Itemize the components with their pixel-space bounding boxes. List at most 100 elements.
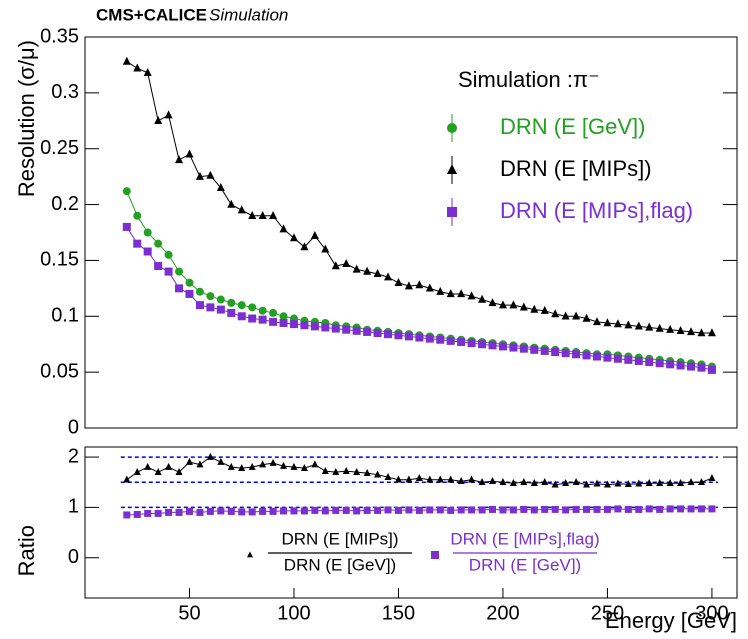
marker xyxy=(122,56,131,65)
marker xyxy=(331,261,340,270)
marker xyxy=(436,286,445,295)
y-tick-label: 0.2 xyxy=(51,193,79,215)
marker xyxy=(582,351,591,360)
marker xyxy=(562,479,570,487)
marker xyxy=(572,350,581,359)
y-tick-label: 1 xyxy=(68,496,79,518)
marker xyxy=(175,155,184,164)
marker xyxy=(687,505,695,513)
marker xyxy=(541,505,549,513)
y-axis-label: Resolution (σ/μ) xyxy=(14,40,39,197)
marker xyxy=(154,509,162,517)
marker xyxy=(196,508,204,516)
x-tick-label: 300 xyxy=(695,602,728,624)
marker xyxy=(143,228,152,237)
marker xyxy=(572,311,581,320)
marker xyxy=(342,506,350,514)
marker xyxy=(164,267,173,276)
marker xyxy=(436,506,444,514)
marker xyxy=(708,505,716,513)
marker xyxy=(624,320,633,329)
marker xyxy=(697,478,705,486)
marker xyxy=(321,244,330,253)
marker xyxy=(457,506,465,514)
marker xyxy=(165,462,173,470)
marker xyxy=(634,321,643,330)
marker xyxy=(551,480,559,488)
marker xyxy=(593,505,601,513)
marker xyxy=(332,506,340,514)
marker xyxy=(310,231,319,240)
legend-denominator: DRN (E [GeV]) xyxy=(469,555,581,574)
legend-denominator: DRN (E [GeV]) xyxy=(284,555,396,574)
marker xyxy=(551,505,559,513)
marker xyxy=(509,343,518,352)
marker xyxy=(133,211,142,220)
chart-subtitle: Simulation xyxy=(209,5,288,24)
y-tick-label: 0.3 xyxy=(51,81,79,103)
marker xyxy=(248,303,257,312)
legend-label: DRN (E [MIPs],flag) xyxy=(500,198,693,223)
marker xyxy=(519,302,528,311)
marker xyxy=(300,242,309,251)
marker xyxy=(572,505,580,513)
marker xyxy=(165,508,173,516)
marker xyxy=(373,269,382,278)
marker xyxy=(363,506,371,514)
y-tick-label: 0.15 xyxy=(40,249,79,271)
marker xyxy=(154,467,162,475)
marker xyxy=(122,187,131,196)
marker xyxy=(431,551,439,559)
marker xyxy=(677,505,685,513)
marker xyxy=(499,506,507,514)
marker xyxy=(634,356,643,365)
marker xyxy=(227,308,236,317)
marker xyxy=(352,264,361,273)
marker xyxy=(290,462,298,470)
marker xyxy=(666,360,675,369)
x-tick-label: 200 xyxy=(486,602,519,624)
marker xyxy=(248,508,256,516)
marker xyxy=(624,505,632,513)
y-tick-label: 0.35 xyxy=(40,25,79,47)
marker xyxy=(656,505,664,513)
marker xyxy=(645,358,654,367)
marker xyxy=(404,281,413,290)
marker xyxy=(227,462,235,470)
legend-title: Simulation :π⁻ xyxy=(458,67,600,92)
marker xyxy=(363,468,371,476)
marker xyxy=(446,289,455,298)
marker xyxy=(562,506,570,514)
marker xyxy=(707,365,716,374)
marker xyxy=(457,477,465,485)
y-tick-label: 0.05 xyxy=(40,360,79,382)
marker xyxy=(185,289,194,298)
marker xyxy=(676,361,685,370)
marker xyxy=(645,479,653,487)
marker xyxy=(144,462,152,470)
marker xyxy=(467,339,476,348)
marker xyxy=(300,507,308,515)
marker xyxy=(645,322,654,331)
marker xyxy=(551,309,560,318)
plot-frame xyxy=(84,36,738,429)
marker xyxy=(468,506,476,514)
marker xyxy=(259,507,267,515)
marker xyxy=(331,324,340,333)
plot-frame xyxy=(84,446,738,599)
marker xyxy=(279,312,288,321)
marker xyxy=(227,507,235,515)
y-tick-label: 0.25 xyxy=(40,137,79,159)
marker xyxy=(332,467,340,475)
marker xyxy=(520,478,528,486)
marker xyxy=(708,474,716,482)
marker xyxy=(206,303,215,312)
marker xyxy=(613,319,622,328)
marker xyxy=(561,311,570,320)
marker xyxy=(384,506,392,514)
marker xyxy=(227,298,236,307)
marker xyxy=(447,164,457,174)
marker xyxy=(614,479,622,487)
marker xyxy=(499,478,507,486)
